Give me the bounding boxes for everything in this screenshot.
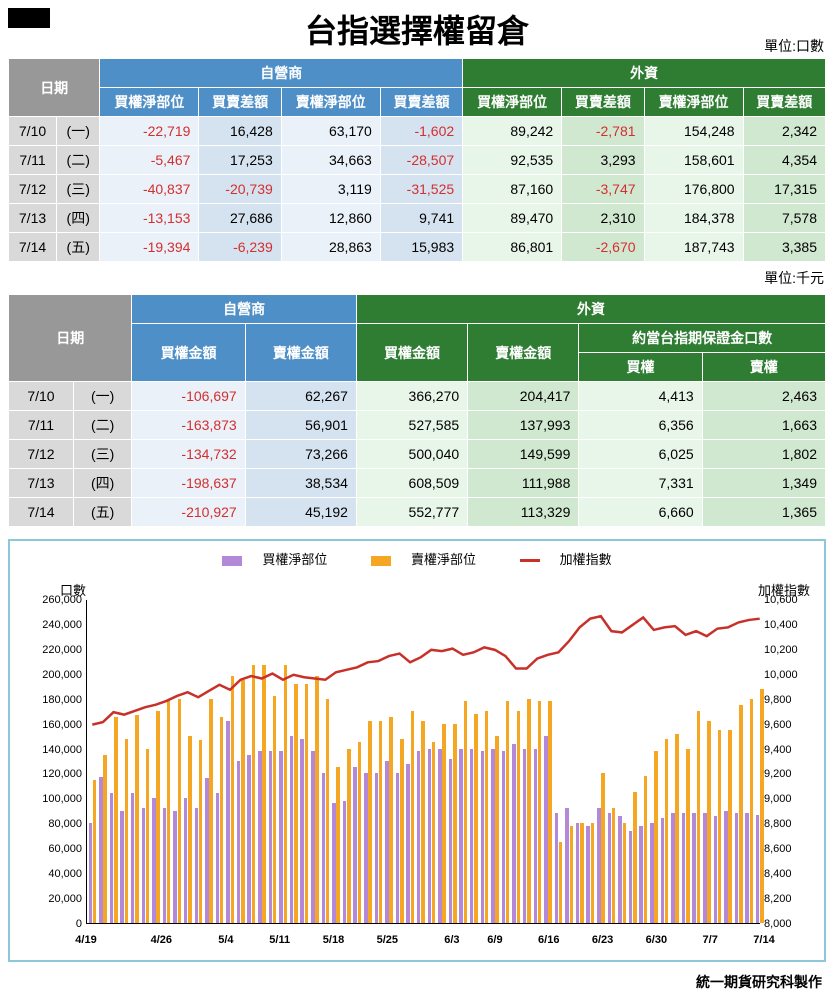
chart-container: 買權淨部位 賣權淨部位 加權指數 口數 加權指數 020,00040,00060… — [8, 539, 826, 962]
logo-placeholder — [8, 8, 50, 28]
col-dealer-2: 自營商 — [132, 295, 357, 324]
col-date: 日期 — [9, 59, 100, 117]
table-row: 7/14(五)-210,92745,192552,777113,3296,660… — [9, 498, 826, 527]
table-row: 7/13(四)-13,15327,68612,8609,74189,4702,3… — [9, 204, 826, 233]
table-row: 7/12(三)-134,73273,266500,040149,5996,025… — [9, 440, 826, 469]
table-amounts: 日期 自營商 外資 買權金額 賣權金額 買權金額 賣權金額 約當台指期保證金口數… — [8, 294, 826, 527]
footer-credit: 統一期貨研究科製作 — [0, 966, 834, 998]
table-row: 7/14(五)-19,394-6,23928,86315,98386,801-2… — [9, 233, 826, 262]
table-row: 7/10(一)-106,69762,267366,270204,4174,413… — [9, 382, 826, 411]
col-dealer: 自營商 — [100, 59, 463, 88]
chart-plot-area: 口數 加權指數 020,00040,00060,00080,000100,000… — [18, 572, 816, 952]
unit-label-2: 單位:千元 — [0, 268, 834, 288]
col-foreign-2: 外資 — [356, 295, 825, 324]
table-row: 7/10(一)-22,71916,42863,170-1,60289,242-2… — [9, 117, 826, 146]
table-row: 7/12(三)-40,837-20,7393,119-31,52587,160-… — [9, 175, 826, 204]
table-row: 7/11(二)-5,46717,25334,663-28,50792,5353,… — [9, 146, 826, 175]
index-line — [87, 600, 765, 924]
table-row: 7/13(四)-198,63738,534608,509111,9887,331… — [9, 469, 826, 498]
table-row: 7/11(二)-163,87356,901527,585137,9936,356… — [9, 411, 826, 440]
col-foreign: 外資 — [463, 59, 826, 88]
chart-legend: 買權淨部位 賣權淨部位 加權指數 — [18, 549, 816, 568]
table-positions: 日期 自營商 外資 買權淨部位買賣差額賣權淨部位買賣差額買權淨部位買賣差額賣權淨… — [8, 58, 826, 262]
col-date-2: 日期 — [9, 295, 132, 382]
